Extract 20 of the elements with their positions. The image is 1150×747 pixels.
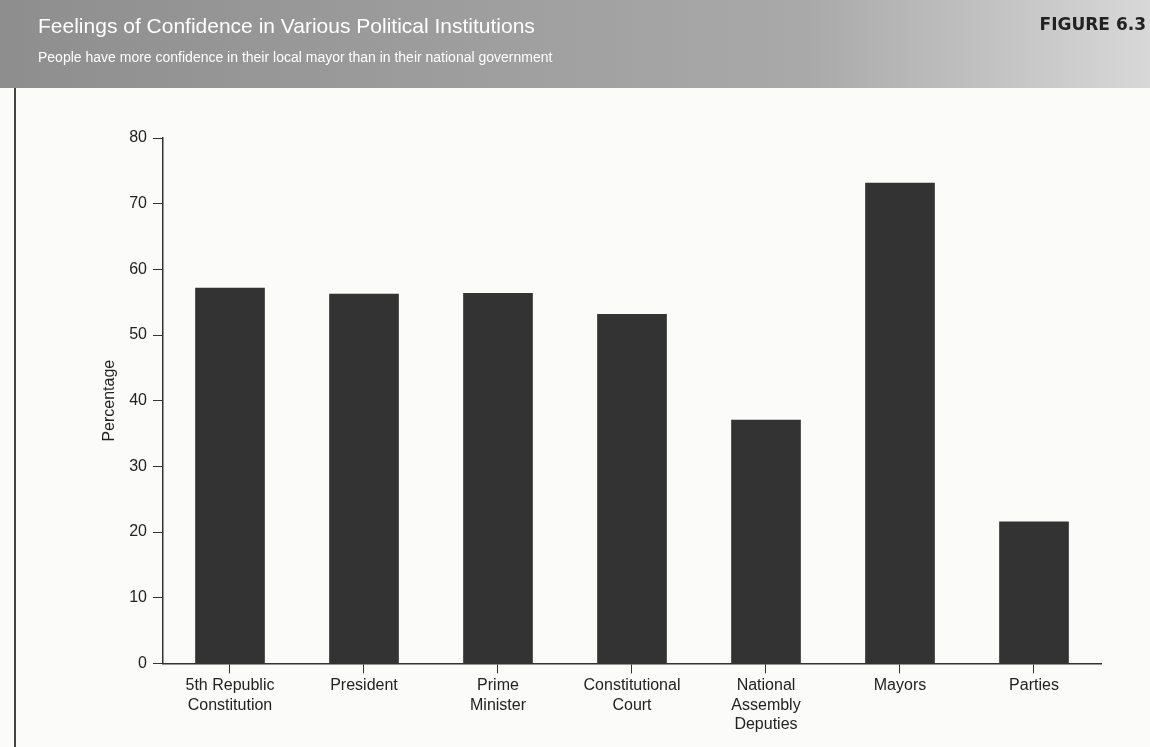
x-tick-label: Prime Minister <box>469 676 527 713</box>
x-tick-label: President <box>330 676 399 694</box>
x-tick-label: 5th Republic Constitution <box>185 676 275 713</box>
chart-title: Feelings of Confidence in Various Political Institutions <box>38 14 535 38</box>
y-tick-label: 50 <box>129 325 148 343</box>
y-tick-label: 70 <box>129 194 148 212</box>
x-tick-label: Parties <box>1009 676 1059 694</box>
y-tick-label: 20 <box>129 522 148 540</box>
y-tick-label: 30 <box>129 456 148 474</box>
y-axis-title: Percentage <box>100 359 118 442</box>
caption: FIGURE 6.3 <box>1039 14 1146 34</box>
y-tick-label: 60 <box>129 259 148 277</box>
x-tick-label: Constitutional Court <box>583 676 681 713</box>
x-tick-label: Mayors <box>873 676 927 694</box>
x-tick-label: National Assembly Deputies <box>731 676 801 732</box>
y-tick-label: 40 <box>129 391 148 409</box>
y-tick-label: 80 <box>129 128 148 146</box>
chart-subtitle: People have more confidence in their local mayor than in their national government <box>38 49 553 65</box>
y-tick-label: 10 <box>129 588 148 606</box>
y-tick-label: 0 <box>138 653 148 671</box>
